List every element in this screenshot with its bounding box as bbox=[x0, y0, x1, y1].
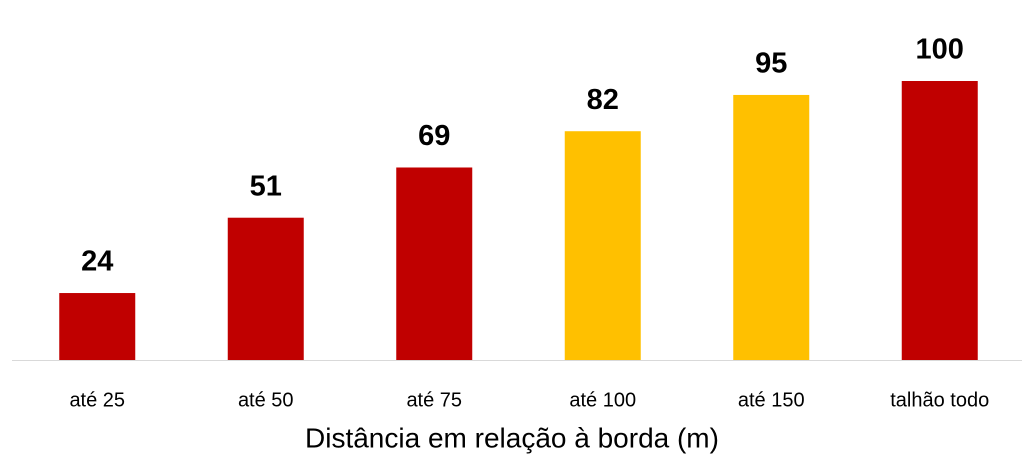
bar bbox=[901, 81, 978, 360]
bar bbox=[396, 167, 473, 360]
x-axis-label: Distância em relação à borda (m) bbox=[305, 422, 719, 453]
x-tick-label: até 150 bbox=[738, 389, 805, 411]
x-tick-label: até 75 bbox=[406, 389, 462, 411]
x-tick-label: até 100 bbox=[569, 389, 636, 411]
bar bbox=[227, 217, 304, 360]
value-label: 82 bbox=[587, 84, 619, 116]
x-tick-label: até 50 bbox=[238, 389, 294, 411]
value-label: 100 bbox=[916, 34, 964, 66]
bar bbox=[59, 293, 136, 360]
x-tick-label: até 25 bbox=[69, 389, 125, 411]
x-tick-label: talhão todo bbox=[890, 389, 989, 411]
bar bbox=[733, 94, 810, 360]
value-label: 24 bbox=[81, 246, 113, 278]
value-label: 69 bbox=[418, 120, 450, 152]
value-label: 51 bbox=[250, 170, 282, 202]
bar bbox=[564, 131, 641, 360]
value-label: 95 bbox=[755, 48, 787, 80]
